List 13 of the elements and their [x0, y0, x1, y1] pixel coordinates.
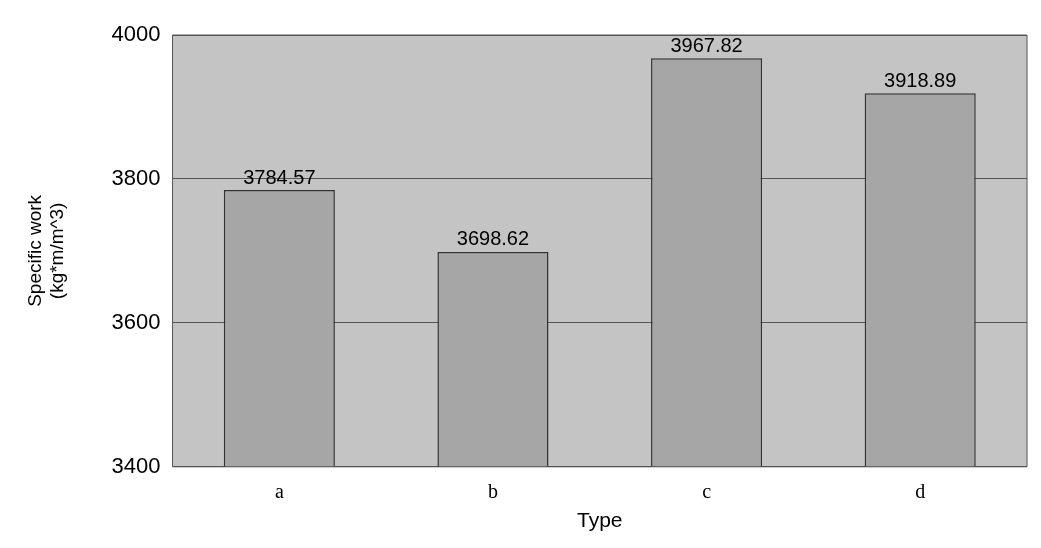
x-tick-label: c [702, 480, 712, 503]
y-tick-label: 3800 [111, 165, 161, 190]
x-axis-title: Type [577, 508, 623, 532]
y-tick-label: 3600 [111, 308, 161, 334]
data-label: 3967.82 [670, 33, 743, 56]
data-label: 3698.62 [456, 227, 530, 250]
y-axis-title: Specific work (kg*m/m^3) [23, 194, 68, 307]
x-tick-label: a [274, 480, 284, 503]
data-label: 3918.89 [884, 68, 957, 91]
x-tick-label: b [487, 480, 498, 503]
y-tick-label: 3400 [111, 452, 161, 478]
y-tick-label: 4000 [111, 21, 161, 47]
x-tick-label: d [915, 480, 926, 503]
